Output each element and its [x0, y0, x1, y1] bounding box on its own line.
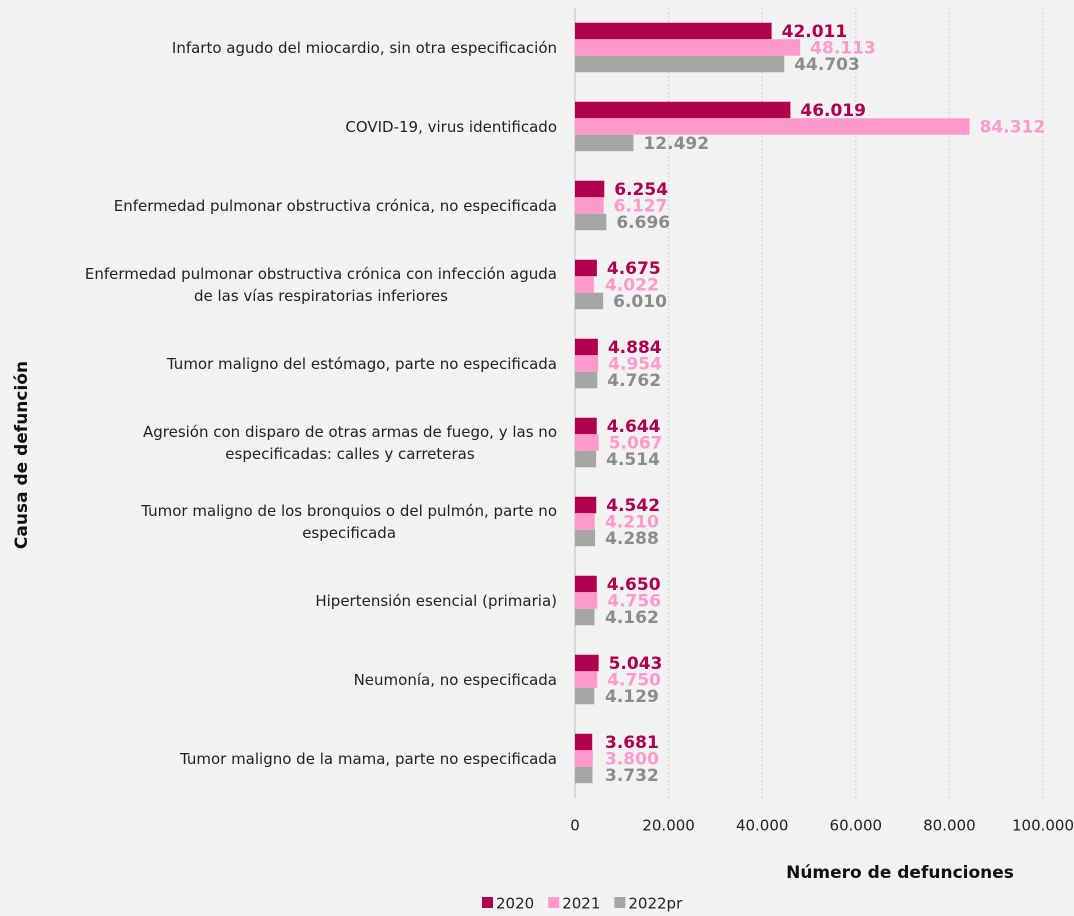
value-label: 4.954	[608, 355, 662, 375]
legend-swatch	[548, 897, 560, 908]
value-label: 4.288	[605, 529, 659, 549]
category-label: Neumonía, no especificada	[353, 670, 557, 689]
value-label: 4.514	[606, 450, 660, 470]
bar	[575, 434, 599, 451]
bar	[575, 259, 597, 277]
category-label: Agresión con disparo de otras armas de f…	[142, 422, 557, 463]
bar	[575, 608, 595, 626]
value-label: 4.756	[607, 592, 661, 612]
value-label: 4.542	[606, 496, 660, 516]
bar	[575, 213, 607, 231]
category-label: Tumor maligno de la mama, parte no espec…	[179, 749, 557, 768]
category-label: COVID-19, virus identificado	[345, 117, 557, 136]
bar	[575, 592, 598, 609]
value-label: 3.681	[605, 733, 659, 753]
value-label: 48.113	[810, 39, 876, 59]
bar	[575, 575, 597, 593]
x-tick-label: 80.000	[923, 817, 976, 835]
value-label: 12.492	[643, 134, 709, 154]
legend-swatch	[482, 897, 493, 908]
bar	[575, 118, 970, 135]
x-tick-label: 0	[570, 817, 580, 835]
value-label: 4.162	[605, 608, 659, 628]
value-label: 4.762	[607, 371, 661, 391]
category-label: Hipertensión esencial (primaria)	[315, 591, 557, 610]
x-tick-label: 20.000	[642, 817, 695, 835]
bar	[575, 180, 605, 198]
y-axis-title: Causa de defunción	[12, 361, 32, 549]
bar	[575, 687, 595, 705]
legend-label: 2021	[562, 895, 600, 913]
x-tick-label: 40.000	[736, 817, 789, 835]
bar	[575, 197, 604, 214]
value-label: 6.254	[614, 180, 668, 200]
legend-label: 2020	[496, 895, 534, 913]
bar	[575, 654, 599, 672]
value-label: 4.750	[607, 671, 661, 691]
value-label: 3.732	[605, 766, 659, 786]
bar	[575, 671, 598, 688]
x-tick-label: 60.000	[830, 817, 883, 835]
bar	[575, 101, 791, 119]
category-label: Tumor maligno de los bronquios o del pul…	[141, 501, 557, 542]
bar	[575, 371, 598, 389]
value-label: 4.022	[605, 276, 659, 296]
value-label: 4.644	[607, 417, 661, 437]
category-label: Tumor maligno del estómago, parte no esp…	[166, 354, 557, 373]
value-label: 5.067	[609, 434, 663, 454]
category-label: Enfermedad pulmonar obstructiva crónica …	[84, 264, 557, 305]
bar	[575, 39, 801, 56]
value-label: 4.650	[607, 575, 661, 595]
bar	[575, 733, 593, 751]
x-tick-label: 100.000	[1012, 817, 1074, 835]
value-label: 6.127	[614, 197, 668, 217]
legend-label: 2022pr	[628, 895, 683, 913]
bar	[575, 134, 634, 152]
x-axis-title: Número de defunciones	[786, 863, 1014, 883]
value-label: 3.800	[605, 750, 659, 770]
bar	[575, 292, 604, 310]
category-label: Enfermedad pulmonar obstructiva crónica,…	[113, 196, 557, 215]
bar	[575, 417, 597, 435]
legend-swatch	[614, 897, 626, 908]
value-label: 4.884	[608, 338, 662, 358]
bar	[575, 529, 596, 547]
bar	[575, 750, 593, 767]
category-label: Infarto agudo del miocardio, sin otra es…	[171, 38, 557, 57]
value-label: 42.011	[782, 22, 848, 42]
bar	[575, 355, 599, 372]
value-label: 6.010	[613, 292, 667, 312]
value-label: 5.043	[609, 654, 663, 674]
bar	[575, 513, 595, 530]
value-label: 46.019	[800, 101, 866, 121]
bar	[575, 450, 597, 468]
value-label: 6.696	[616, 213, 670, 233]
value-label: 4.210	[605, 513, 659, 533]
value-label: 4.129	[605, 687, 659, 707]
value-label: 4.675	[607, 259, 661, 279]
value-label: 84.312	[980, 118, 1046, 138]
bar	[575, 276, 594, 293]
bar	[575, 496, 597, 514]
bar	[575, 22, 772, 40]
bar	[575, 55, 785, 73]
value-label: 44.703	[794, 55, 860, 75]
bar	[575, 338, 598, 356]
bar	[575, 766, 593, 784]
